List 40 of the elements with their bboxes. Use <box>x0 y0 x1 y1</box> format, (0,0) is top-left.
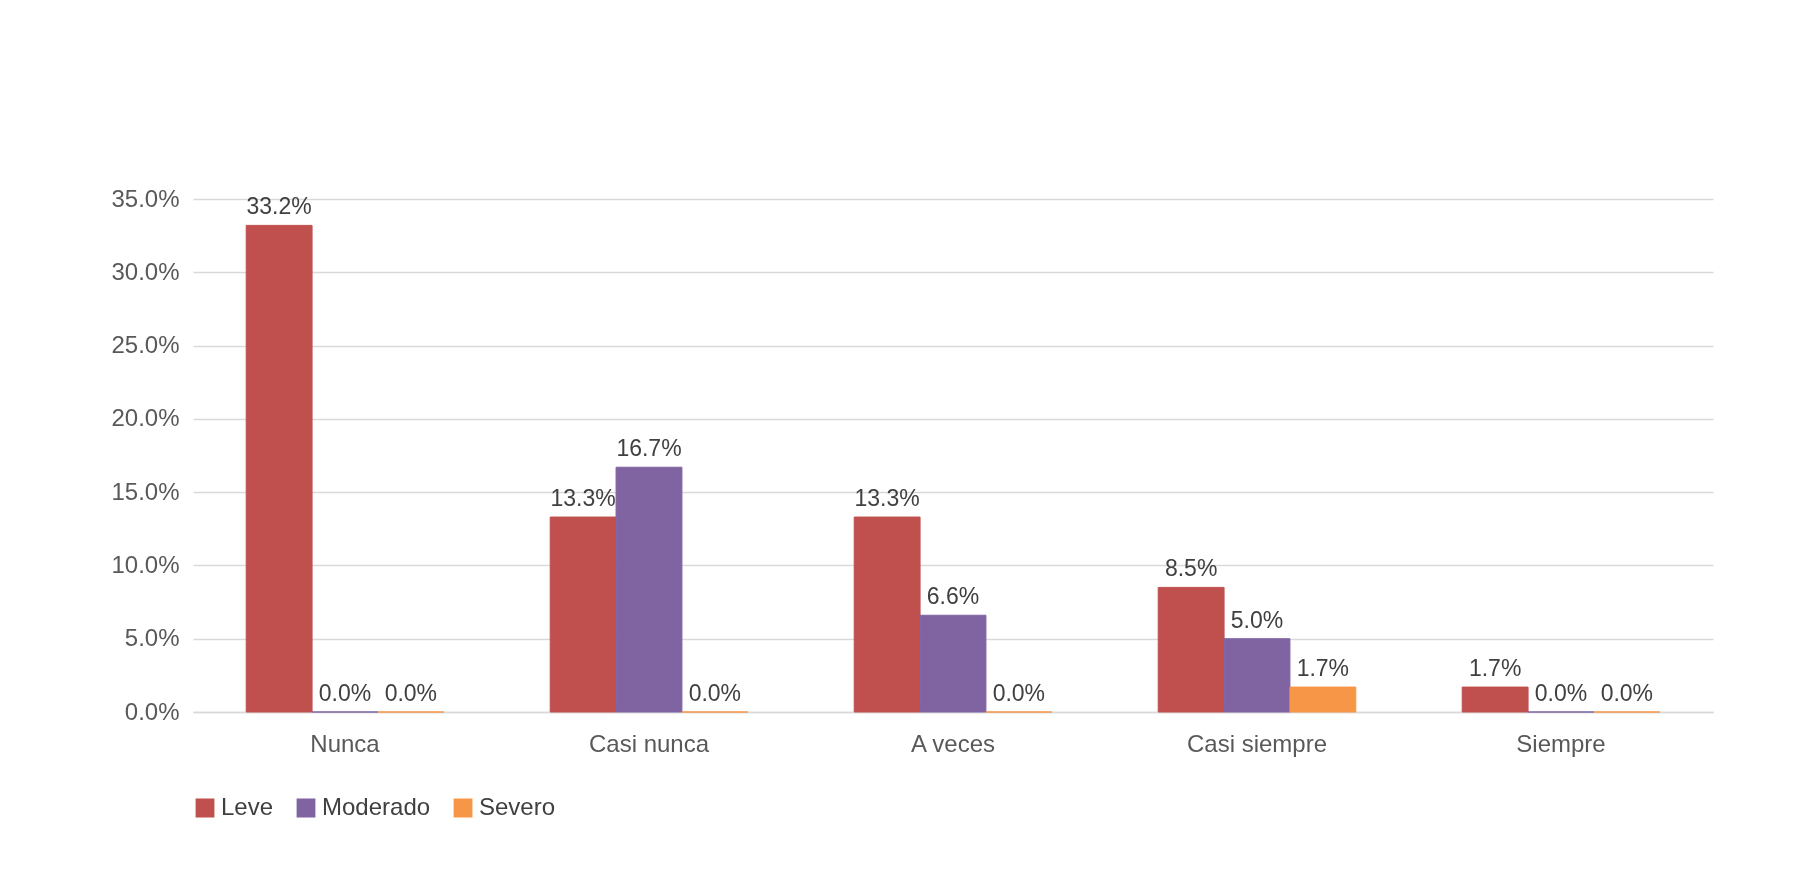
legend-label: Moderado <box>322 793 431 820</box>
y-tick-label: 25.0% <box>111 331 180 359</box>
data-label: 0.0% <box>688 680 742 706</box>
legend-label: Severo <box>479 793 556 820</box>
data-label: 13.3% <box>854 485 920 512</box>
bar <box>615 466 683 713</box>
y-tick-label: 5.0% <box>124 624 180 652</box>
bar <box>1289 686 1357 713</box>
y-tick-label: 10.0% <box>111 550 180 578</box>
data-label: 1.7% <box>1296 655 1350 682</box>
legend-label: Leve <box>221 793 274 820</box>
data-label: 0.0% <box>1534 680 1588 706</box>
bar <box>1157 586 1225 713</box>
y-tick-label: 0.0% <box>124 697 180 725</box>
bar <box>549 516 617 713</box>
data-label: 33.2% <box>246 193 312 220</box>
data-label: 0.0% <box>384 680 438 706</box>
bar <box>245 224 313 713</box>
data-label: 0.0% <box>318 680 372 706</box>
x-tick-label: A veces <box>910 729 996 757</box>
bar <box>853 516 921 713</box>
data-label: 13.3% <box>550 485 616 512</box>
x-tick-label: Casi nunca <box>588 729 710 757</box>
data-label: 8.5% <box>1164 555 1218 582</box>
bar <box>1223 638 1291 713</box>
data-label: 5.0% <box>1230 606 1284 633</box>
y-tick-label: 20.0% <box>111 404 180 432</box>
y-tick-label: 35.0% <box>111 184 180 212</box>
bar <box>1461 686 1529 713</box>
x-tick-label: Nunca <box>310 729 381 757</box>
data-label: 1.7% <box>1468 655 1522 682</box>
data-label: 0.0% <box>992 680 1046 706</box>
x-tick-label: Casi siempre <box>1186 729 1328 757</box>
y-tick-label: 30.0% <box>111 257 180 285</box>
y-tick-label: 15.0% <box>111 477 180 505</box>
data-label: 16.7% <box>616 435 682 462</box>
x-tick-label: Siempre <box>1516 729 1606 757</box>
data-label: 0.0% <box>1600 680 1654 706</box>
data-label: 6.6% <box>926 583 980 610</box>
bar <box>919 614 987 713</box>
